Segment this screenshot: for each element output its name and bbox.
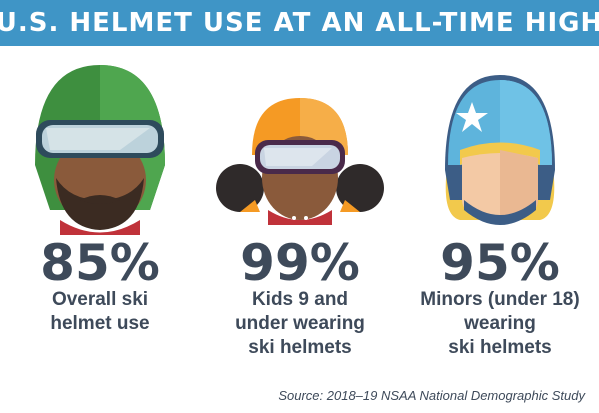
stat-label: Kids 9 and under wearing ski helmets [235, 289, 365, 358]
stat-label: Overall ski helmet use [50, 289, 150, 334]
stat-label: Minors (under 18) wearing ski helmets [420, 289, 580, 358]
stat-value: 95% [440, 234, 560, 292]
teen-skier-helmet-icon [445, 75, 555, 225]
child-skier-helmet-icon [216, 98, 384, 225]
stat-value: 99% [240, 234, 360, 292]
stat-card-kids: 99% Kids 9 and under wearing ski helmets [200, 50, 400, 370]
adult-bearded-skier-helmet-icon [35, 65, 165, 235]
stat-card-minors: 95% Minors (under 18) wearing ski helmet… [400, 50, 599, 370]
stat-card-overall: 85% Overall ski helmet use [0, 50, 200, 370]
stat-value: 85% [40, 234, 160, 292]
source-citation: Source: 2018–19 NSAA National Demographi… [278, 388, 585, 403]
page-title: U.S. HELMET USE AT AN ALL-TIME HIGH [0, 0, 599, 46]
